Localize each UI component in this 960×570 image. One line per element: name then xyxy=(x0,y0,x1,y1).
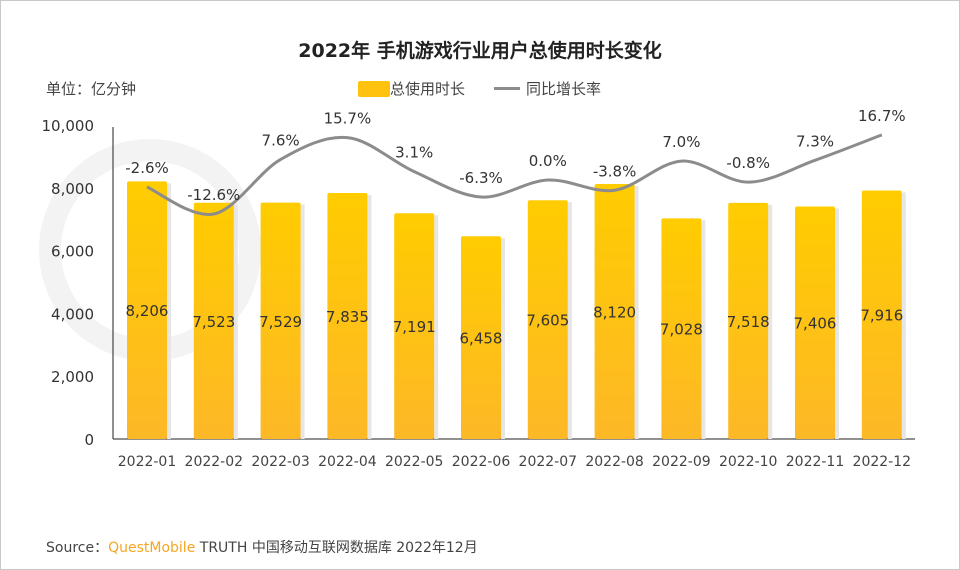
bar-shadow xyxy=(901,192,906,439)
growth-rate-label: 0.0% xyxy=(529,152,567,170)
growth-rate-label: 15.7% xyxy=(324,110,372,128)
growth-rate-label: 7.3% xyxy=(796,132,834,150)
growth-rate-label: 16.7% xyxy=(858,107,906,125)
x-tick-label: 2022-06 xyxy=(452,454,511,470)
legend-label-bar: 总使用时长 xyxy=(390,80,466,98)
y-tick-label: 4,000 xyxy=(51,305,94,323)
bar-shadow xyxy=(300,204,305,439)
bar-shadow xyxy=(501,238,505,439)
legend-item-line: 同比增长率 xyxy=(494,78,601,99)
x-tick-label: 2022-09 xyxy=(652,454,711,470)
bar-value-label: 6,458 xyxy=(460,330,503,348)
growth-rate-label: 7.6% xyxy=(262,131,300,149)
y-tick-label: 0 xyxy=(84,431,94,449)
bar xyxy=(795,206,835,439)
bar-value-label: 7,191 xyxy=(393,318,436,336)
x-tick-label: 2022-01 xyxy=(118,454,177,470)
source-rest: TRUTH 中国移动互联网数据库 2022年12月 xyxy=(199,540,478,556)
bar-value-label: 8,120 xyxy=(593,304,636,322)
bar-shadow xyxy=(567,202,572,439)
legend-label-line: 同比增长率 xyxy=(526,80,602,98)
y-tick-label: 2,000 xyxy=(51,368,94,386)
bar-value-label: 8,206 xyxy=(126,302,169,320)
source-brand: QuestMobile xyxy=(108,540,196,556)
x-tick-label: 2022-11 xyxy=(786,454,845,470)
bar-shadow xyxy=(768,204,773,439)
x-tick-label: 2022-10 xyxy=(719,454,778,470)
bar-value-label: 7,605 xyxy=(526,312,569,330)
bar-value-label: 7,518 xyxy=(727,313,770,331)
growth-rate-label: -0.8% xyxy=(726,154,770,172)
bar-shadow xyxy=(701,220,706,439)
growth-rate-label: -6.3% xyxy=(459,169,503,187)
bar xyxy=(461,236,501,439)
bar-shadow xyxy=(835,208,839,439)
legend-swatch-bar xyxy=(358,80,390,97)
bar-value-label: 7,523 xyxy=(192,313,235,331)
bar-value-label: 7,028 xyxy=(660,321,703,339)
bar-value-label: 7,835 xyxy=(326,308,369,326)
x-tick-label: 2022-05 xyxy=(385,454,444,470)
growth-rate-label: 3.1% xyxy=(395,144,433,162)
bar xyxy=(527,200,568,439)
bar xyxy=(861,190,902,439)
growth-rate-label: -2.6% xyxy=(125,159,169,177)
bar-shadow xyxy=(634,186,639,439)
bar xyxy=(127,181,167,439)
source-prefix: Source： xyxy=(46,540,109,556)
bar xyxy=(394,213,435,439)
bar-shadow xyxy=(167,183,171,439)
bar-value-label: 7,406 xyxy=(794,315,837,333)
bar-shadow xyxy=(233,204,238,439)
bar-value-label: 7,916 xyxy=(860,307,903,325)
source-note: Source：QuestMobile TRUTH 中国移动互联网数据库 2022… xyxy=(46,537,478,557)
growth-rate-label: -12.6% xyxy=(187,186,240,204)
x-tick-label: 2022-04 xyxy=(318,454,377,470)
legend-swatch-line xyxy=(494,87,520,90)
bar-value-label: 7,529 xyxy=(259,313,302,331)
growth-rate-label: -3.8% xyxy=(593,162,637,180)
legend-item-bar: 总使用时长 xyxy=(358,78,465,99)
unit-label: 单位：亿分钟 xyxy=(46,80,137,98)
x-tick-label: 2022-12 xyxy=(853,454,912,470)
bar xyxy=(728,202,769,439)
bar xyxy=(260,202,301,439)
x-tick-label: 2022-07 xyxy=(519,454,578,470)
bar xyxy=(594,184,635,439)
y-tick-label: 8,000 xyxy=(51,180,94,198)
bar-shadow xyxy=(367,194,372,439)
y-tick-label: 10,000 xyxy=(42,117,95,135)
bar xyxy=(327,192,368,439)
bar xyxy=(193,202,234,439)
x-tick-label: 2022-02 xyxy=(185,454,244,470)
y-tick-label: 6,000 xyxy=(51,243,94,261)
growth-rate-line xyxy=(146,133,883,216)
chart-title: 2022年 手机游戏行业用户总使用时长变化 xyxy=(298,40,662,62)
x-tick-label: 2022-08 xyxy=(585,454,644,470)
x-tick-label: 2022-03 xyxy=(251,454,310,470)
growth-rate-label: 7.0% xyxy=(662,133,700,151)
bar-shadow xyxy=(434,215,439,439)
bar xyxy=(661,218,702,439)
